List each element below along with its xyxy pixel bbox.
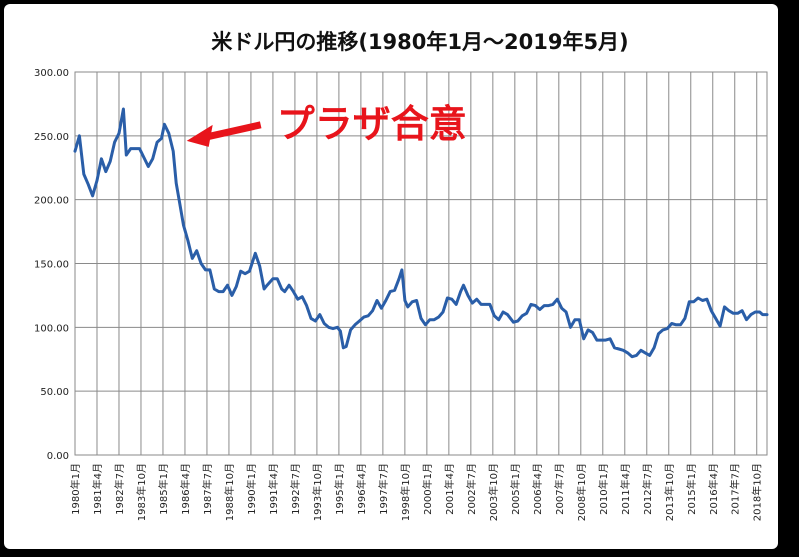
x-tick-label: 2013年10月 (663, 463, 676, 521)
series-usd-jpy-line (73, 107, 769, 359)
chart-title: 米ドル円の推移(1980年1月～2019年5月) (211, 30, 628, 54)
x-tick-label: 2017年7月 (729, 463, 742, 515)
x-tick-label: 2005年1月 (509, 463, 522, 515)
usd-jpy-line-chart: 米ドル円の推移(1980年1月～2019年5月) 0.00 50.00 100.00… (34, 30, 769, 521)
x-tick-label: 1985年1月 (157, 463, 170, 515)
x-tick-label: 2006年4月 (531, 463, 544, 515)
x-tick-label: 1982年7月 (113, 463, 126, 515)
x-tick-label: 2003年10月 (487, 463, 500, 521)
y-tick-label: 50.00 (40, 387, 69, 398)
x-tick-label: 1991年4月 (267, 463, 280, 515)
x-tick-label: 1996年4月 (355, 463, 368, 515)
x-tick-label: 1988年10月 (223, 463, 236, 521)
x-tick-label: 2012年7月 (641, 463, 654, 515)
x-tick-label: 2010年1月 (597, 463, 610, 515)
x-tick-label: 1995年1月 (333, 463, 346, 515)
x-tick-label: 2000年1月 (421, 463, 434, 515)
x-tick-label: 1983年10月 (135, 463, 148, 521)
annotation-arrow-head (186, 124, 213, 147)
plot-border (74, 71, 768, 456)
x-tick-label: 1986年4月 (179, 463, 192, 515)
x-tick-label: 1981年4月 (91, 463, 104, 515)
annotation-arrow-shaft (201, 121, 262, 142)
annotation-label: プラザ合意 (277, 102, 467, 146)
x-tick-label: 2008年10月 (575, 463, 588, 521)
x-tick-label: 1990年1月 (245, 463, 258, 515)
x-tick-label: 2002年7月 (465, 463, 478, 515)
y-tick-label: 200.00 (34, 196, 69, 207)
x-tick-label: 2018年10月 (751, 463, 764, 521)
y-tick-label: 100.00 (34, 323, 69, 334)
x-tick-label: 1997年7月 (377, 463, 390, 515)
y-tick-label: 250.00 (34, 132, 69, 143)
y-tick-label: 150.00 (34, 260, 69, 271)
x-tick-label: 2015年1月 (685, 463, 698, 515)
x-tick-label: 1993年10月 (311, 463, 324, 521)
y-tick-label: 300.00 (34, 68, 69, 79)
x-tick-label: 2016年4月 (707, 463, 720, 515)
x-tick-label: 2001年4月 (443, 463, 456, 515)
x-axis-ticks: 1980年1月 1981年4月 1982年7月 1983年10月 1985年1月 1986… (69, 463, 764, 521)
y-tick-label: 0.00 (47, 451, 69, 462)
plaza-accord-annotation: プラザ合意 (186, 102, 467, 147)
x-tick-label: 1998年10月 (399, 463, 412, 521)
chart-frame: 米ドル円の推移(1980年1月～2019年5月) 0.00 50.00 100.00… (4, 4, 778, 549)
x-tick-label: 1980年1月 (69, 463, 82, 515)
y-axis-ticks: 0.00 50.00 100.00 150.00 200.00 250.00 300.00 (34, 68, 69, 462)
x-tick-label: 2011年4月 (619, 463, 632, 515)
x-tick-label: 1992年7月 (289, 463, 302, 515)
x-tick-label: 2007年7月 (553, 463, 566, 515)
x-tick-label: 1987年7月 (201, 463, 214, 515)
